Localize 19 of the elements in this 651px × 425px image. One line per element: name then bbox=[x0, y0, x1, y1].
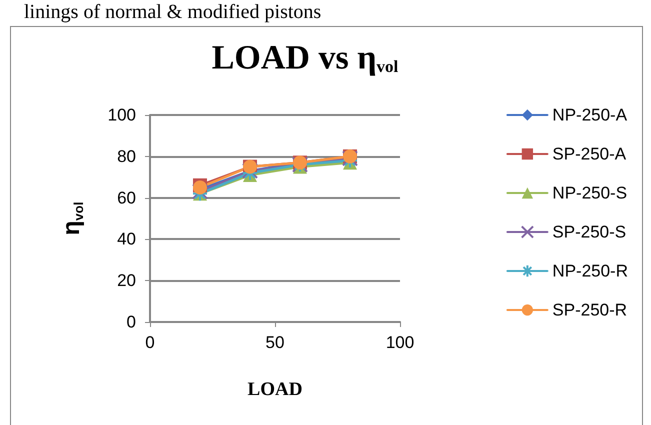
text: linings of normal & modified pistons bbox=[24, 1, 322, 23]
legend-label: SP-250-R bbox=[552, 300, 628, 320]
y-tick-label: 40 bbox=[117, 230, 136, 249]
y-tick-label: 100 bbox=[108, 106, 136, 124]
x-tick-label: 50 bbox=[266, 333, 284, 352]
x-axis-title: LOAD bbox=[248, 379, 302, 400]
y-tick-label: 60 bbox=[117, 188, 136, 208]
y-axis-title: ηvol bbox=[58, 202, 86, 236]
y-tick-label: 80 bbox=[117, 146, 136, 166]
legend-label: NP-250-A bbox=[552, 106, 628, 124]
x-tick-label: 0 bbox=[145, 333, 155, 352]
legend-label: NP-250-R bbox=[552, 262, 628, 280]
y-tick-label: 0 bbox=[126, 312, 136, 332]
chart-title: LOAD vs ηvol bbox=[212, 40, 399, 76]
legend-label: NP-250-S bbox=[552, 184, 628, 202]
legend-label: SP-250-S bbox=[552, 222, 626, 242]
legend-label: SP-250-A bbox=[552, 144, 627, 164]
x-tick-label: 100 bbox=[386, 333, 414, 352]
y-tick-label: 20 bbox=[117, 271, 136, 290]
